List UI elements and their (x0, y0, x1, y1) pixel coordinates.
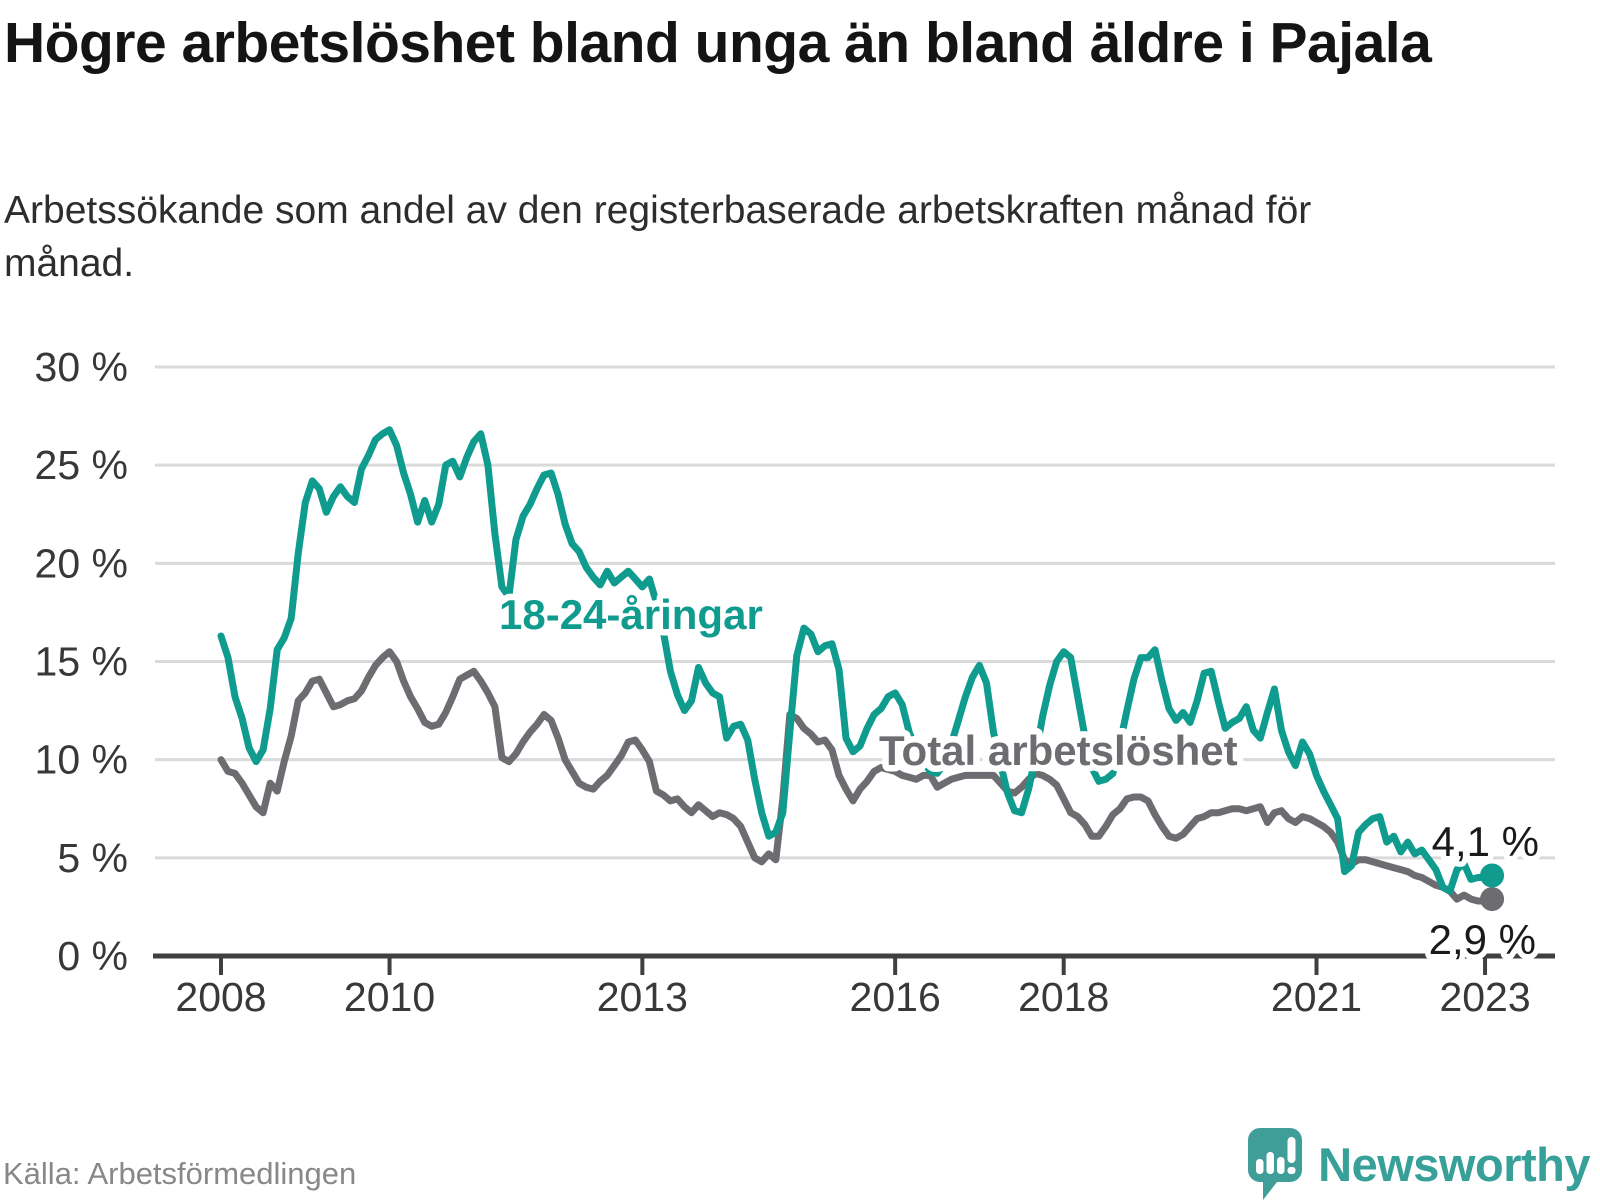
x-tick-label-2013: 2013 (597, 974, 688, 1020)
chart-title: Högre arbetslöshet bland unga än bland ä… (4, 11, 1432, 75)
series-line-total (217, 648, 1496, 905)
x-tick-label-2021: 2021 (1271, 974, 1362, 1020)
end-dot-total (1480, 887, 1505, 912)
y-tick-label-25: 25 % (35, 442, 128, 488)
end-dot-youth (1480, 863, 1505, 888)
y-tick-label-30: 30 % (35, 344, 128, 390)
series-label-youth: 18-24-åringar (499, 591, 763, 638)
y-tick-label-20: 20 % (35, 540, 128, 586)
newsworthy-brand: Newsworthy (1246, 1126, 1590, 1200)
source-note: Källa: Arbetsförmedlingen (3, 1156, 357, 1191)
x-tick-label-2010: 2010 (344, 974, 435, 1020)
series-label-total: Total arbetslöshet (879, 727, 1238, 774)
exclamation-dot (1287, 1167, 1296, 1174)
y-tick-label-10: 10 % (35, 737, 128, 783)
series-line-youth (217, 426, 1496, 895)
exclamation-bar (1287, 1137, 1296, 1163)
chart-subtitle: Arbetssökande som andel av den registerb… (4, 189, 1312, 286)
end-value-label-total: 2,9 % (1429, 916, 1536, 963)
bar-2 (1266, 1152, 1275, 1174)
bar-3 (1277, 1157, 1285, 1174)
x-tick-label-2018: 2018 (1018, 974, 1109, 1020)
x-tick-label-2008: 2008 (175, 974, 266, 1020)
newsworthy-logo-icon (1248, 1128, 1303, 1200)
y-tick-label-0: 0 % (57, 933, 128, 979)
y-tick-label-15: 15 % (35, 639, 128, 685)
bar-1 (1256, 1159, 1264, 1174)
x-tick-label-2023: 2023 (1439, 974, 1530, 1020)
y-tick-label-5: 5 % (57, 835, 128, 881)
newsworthy-wordmark: Newsworthy (1318, 1137, 1590, 1191)
end-value-label-youth: 4,1 % (1432, 818, 1539, 865)
x-tick-label-2016: 2016 (850, 974, 941, 1020)
